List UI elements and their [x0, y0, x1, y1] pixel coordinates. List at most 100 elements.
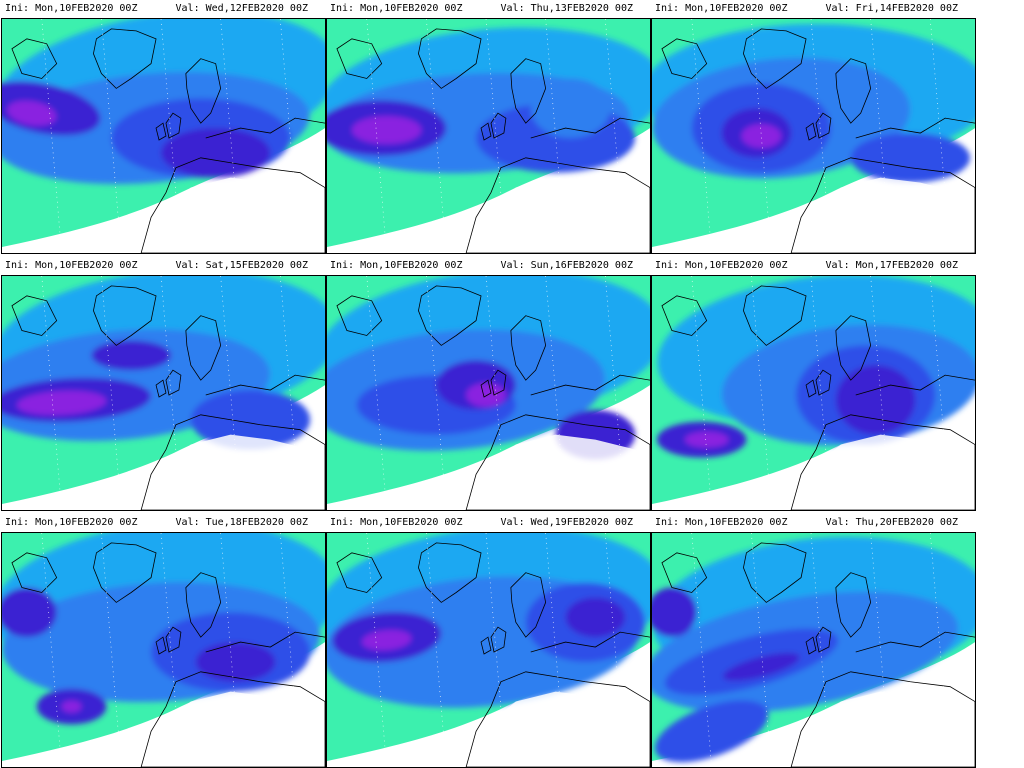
forecast-map — [1, 532, 326, 768]
forecast-map — [1, 18, 326, 254]
precip-contour — [741, 124, 782, 148]
coastline — [510, 572, 547, 638]
valid-label: Val: — [825, 3, 850, 14]
precip-contour — [7, 100, 57, 126]
coastline — [205, 631, 325, 653]
init-label: Ini: — [5, 3, 30, 14]
valid-time: Val: Wed,12FEB2020 00Z — [176, 0, 308, 18]
precip-contour — [61, 700, 82, 713]
init-label: Ini: — [655, 260, 680, 271]
forecast-map — [1, 275, 326, 511]
init-value: Mon,10FEB2020 00Z — [360, 260, 463, 271]
forecast-map — [651, 532, 976, 768]
precip-contour — [190, 390, 311, 450]
coastline — [835, 572, 872, 638]
coastline — [155, 379, 167, 398]
coastline — [661, 295, 708, 336]
valid-label: Val: — [175, 260, 200, 271]
precip-contour — [835, 365, 916, 435]
coastline — [530, 374, 650, 396]
coastline — [336, 295, 383, 336]
valid-label: Val: — [175, 3, 200, 14]
forecast-panel-4: Ini: Mon,10FEB2020 00Z Val: Sat,15FEB202… — [1, 257, 326, 511]
init-time: Ini: Mon,10FEB2020 00Z — [330, 257, 462, 275]
valid-label: Val: — [175, 517, 200, 528]
coastline — [815, 112, 832, 139]
coastline — [815, 626, 832, 653]
valid-value: Tue,18FEB2020 00Z — [205, 517, 308, 528]
coastline — [510, 58, 547, 124]
precip-contour — [722, 652, 800, 681]
forecast-field — [652, 19, 975, 253]
valid-label: Val: — [500, 517, 525, 528]
coastline — [93, 285, 157, 346]
valid-time: Val: Sat,15FEB2020 00Z — [176, 257, 308, 275]
forecast-field — [2, 19, 325, 253]
dry-area — [151, 177, 325, 253]
panel-header: Ini: Mon,10FEB2020 00Z Val: Wed,12FEB202… — [1, 0, 326, 18]
coastline — [185, 572, 222, 638]
precip-contour — [652, 587, 697, 638]
precip-contour — [654, 700, 769, 763]
coastline — [185, 315, 222, 381]
coastline — [835, 315, 872, 381]
valid-label: Val: — [825, 260, 850, 271]
precip-contour — [351, 116, 422, 144]
coastline — [835, 58, 872, 124]
forecast-panel-2: Ini: Mon,10FEB2020 00Z Val: Thu,13FEB202… — [326, 0, 651, 254]
forecast-field — [652, 276, 975, 510]
forecast-field — [2, 533, 325, 767]
forecast-map — [651, 18, 976, 254]
init-value: Mon,10FEB2020 00Z — [685, 260, 788, 271]
coastline — [815, 369, 832, 396]
precip-contour — [466, 383, 506, 407]
init-label: Ini: — [655, 517, 680, 528]
precip-contour — [16, 390, 107, 416]
coastline — [480, 122, 492, 141]
coastline — [790, 414, 975, 510]
forecast-map — [326, 18, 651, 254]
init-label: Ini: — [655, 3, 680, 14]
dry-area — [476, 691, 650, 767]
precip-contour — [91, 340, 171, 371]
forecast-panel-9: Ini: Mon,10FEB2020 00Z Val: Thu,20FEB202… — [651, 514, 976, 768]
valid-label: Val: — [500, 260, 525, 271]
precip-contour — [361, 629, 412, 651]
init-value: Mon,10FEB2020 00Z — [360, 517, 463, 528]
init-time: Ini: Mon,10FEB2020 00Z — [330, 514, 462, 532]
valid-value: Sun,16FEB2020 00Z — [530, 260, 633, 271]
coastline — [140, 157, 325, 253]
panel-header: Ini: Mon,10FEB2020 00Z Val: Thu,20FEB202… — [651, 514, 976, 532]
coastline — [465, 671, 650, 767]
coastline — [140, 671, 325, 767]
coastline — [418, 542, 482, 603]
coastline — [465, 414, 650, 510]
valid-time: Val: Thu,13FEB2020 00Z — [501, 0, 633, 18]
precip-contour — [565, 597, 626, 638]
coastline — [185, 58, 222, 124]
coastline — [790, 157, 975, 253]
coastline — [805, 122, 817, 141]
coastline — [490, 369, 507, 396]
precip-contour — [684, 431, 729, 448]
precip-contour — [530, 78, 611, 138]
coastline — [165, 112, 182, 139]
forecast-panel-1: Ini: Mon,10FEB2020 00Z Val: Wed,12FEB202… — [1, 0, 326, 254]
valid-time: Val: Thu,20FEB2020 00Z — [826, 514, 958, 532]
valid-value: Thu,20FEB2020 00Z — [855, 517, 958, 528]
panel-header: Ini: Mon,10FEB2020 00Z Val: Sun,16FEB202… — [326, 257, 651, 275]
init-label: Ini: — [5, 260, 30, 271]
dry-area — [151, 434, 325, 510]
coastline — [530, 631, 650, 653]
dry-area — [476, 177, 650, 253]
valid-value: Mon,17FEB2020 00Z — [855, 260, 958, 271]
coastline — [480, 379, 492, 398]
init-label: Ini: — [5, 517, 30, 528]
coastline — [418, 285, 482, 346]
coastline — [790, 671, 975, 767]
coastline — [465, 157, 650, 253]
dry-area — [476, 434, 650, 510]
valid-time: Val: Fri,14FEB2020 00Z — [826, 0, 958, 18]
coastline — [11, 552, 58, 593]
